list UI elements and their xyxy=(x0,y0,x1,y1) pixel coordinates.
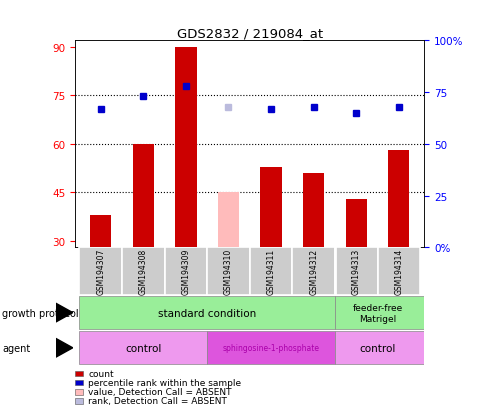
Bar xyxy=(249,248,292,295)
Bar xyxy=(217,193,239,338)
Polygon shape xyxy=(56,304,73,322)
Text: standard condition: standard condition xyxy=(158,308,256,318)
Bar xyxy=(79,297,334,329)
Bar xyxy=(175,48,196,338)
Text: GSM194312: GSM194312 xyxy=(308,249,318,294)
Bar xyxy=(302,173,324,338)
Text: GSM194311: GSM194311 xyxy=(266,249,275,294)
Bar xyxy=(334,248,377,295)
Bar xyxy=(387,151,408,338)
Bar xyxy=(334,332,424,364)
Bar xyxy=(334,297,424,329)
Bar xyxy=(122,248,164,295)
Bar xyxy=(207,248,249,295)
Text: feeder-free
Matrigel: feeder-free Matrigel xyxy=(352,303,402,323)
Text: GSM194307: GSM194307 xyxy=(96,248,105,295)
Text: GSM194308: GSM194308 xyxy=(138,249,148,294)
Bar xyxy=(345,199,366,338)
Bar xyxy=(260,167,281,338)
Text: value, Detection Call = ABSENT: value, Detection Call = ABSENT xyxy=(88,387,231,396)
Text: percentile rank within the sample: percentile rank within the sample xyxy=(88,378,241,387)
Bar xyxy=(90,216,111,338)
Text: GSM194309: GSM194309 xyxy=(181,248,190,295)
Bar xyxy=(164,248,207,295)
Bar xyxy=(133,145,153,338)
Bar xyxy=(207,332,334,364)
Title: GDS2832 / 219084_at: GDS2832 / 219084_at xyxy=(176,27,322,40)
Text: GSM194314: GSM194314 xyxy=(393,249,403,294)
Text: count: count xyxy=(88,369,114,378)
Text: growth protocol: growth protocol xyxy=(2,308,79,318)
Text: rank, Detection Call = ABSENT: rank, Detection Call = ABSENT xyxy=(88,396,227,406)
Bar xyxy=(292,248,334,295)
Bar xyxy=(79,248,122,295)
Text: sphingosine-1-phosphate: sphingosine-1-phosphate xyxy=(222,344,319,352)
Text: GSM194313: GSM194313 xyxy=(351,249,360,294)
Text: control: control xyxy=(125,343,161,353)
Text: control: control xyxy=(359,343,395,353)
Text: GSM194310: GSM194310 xyxy=(224,249,232,294)
Text: agent: agent xyxy=(2,343,30,353)
Bar xyxy=(377,248,419,295)
Polygon shape xyxy=(56,339,73,357)
Bar xyxy=(79,332,207,364)
